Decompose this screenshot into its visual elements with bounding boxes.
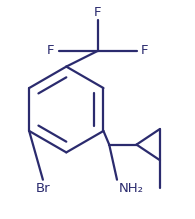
Text: NH₂: NH₂ (119, 182, 144, 195)
Text: F: F (140, 44, 148, 58)
Text: Br: Br (35, 182, 50, 195)
Text: F: F (94, 6, 101, 19)
Text: F: F (47, 44, 55, 58)
